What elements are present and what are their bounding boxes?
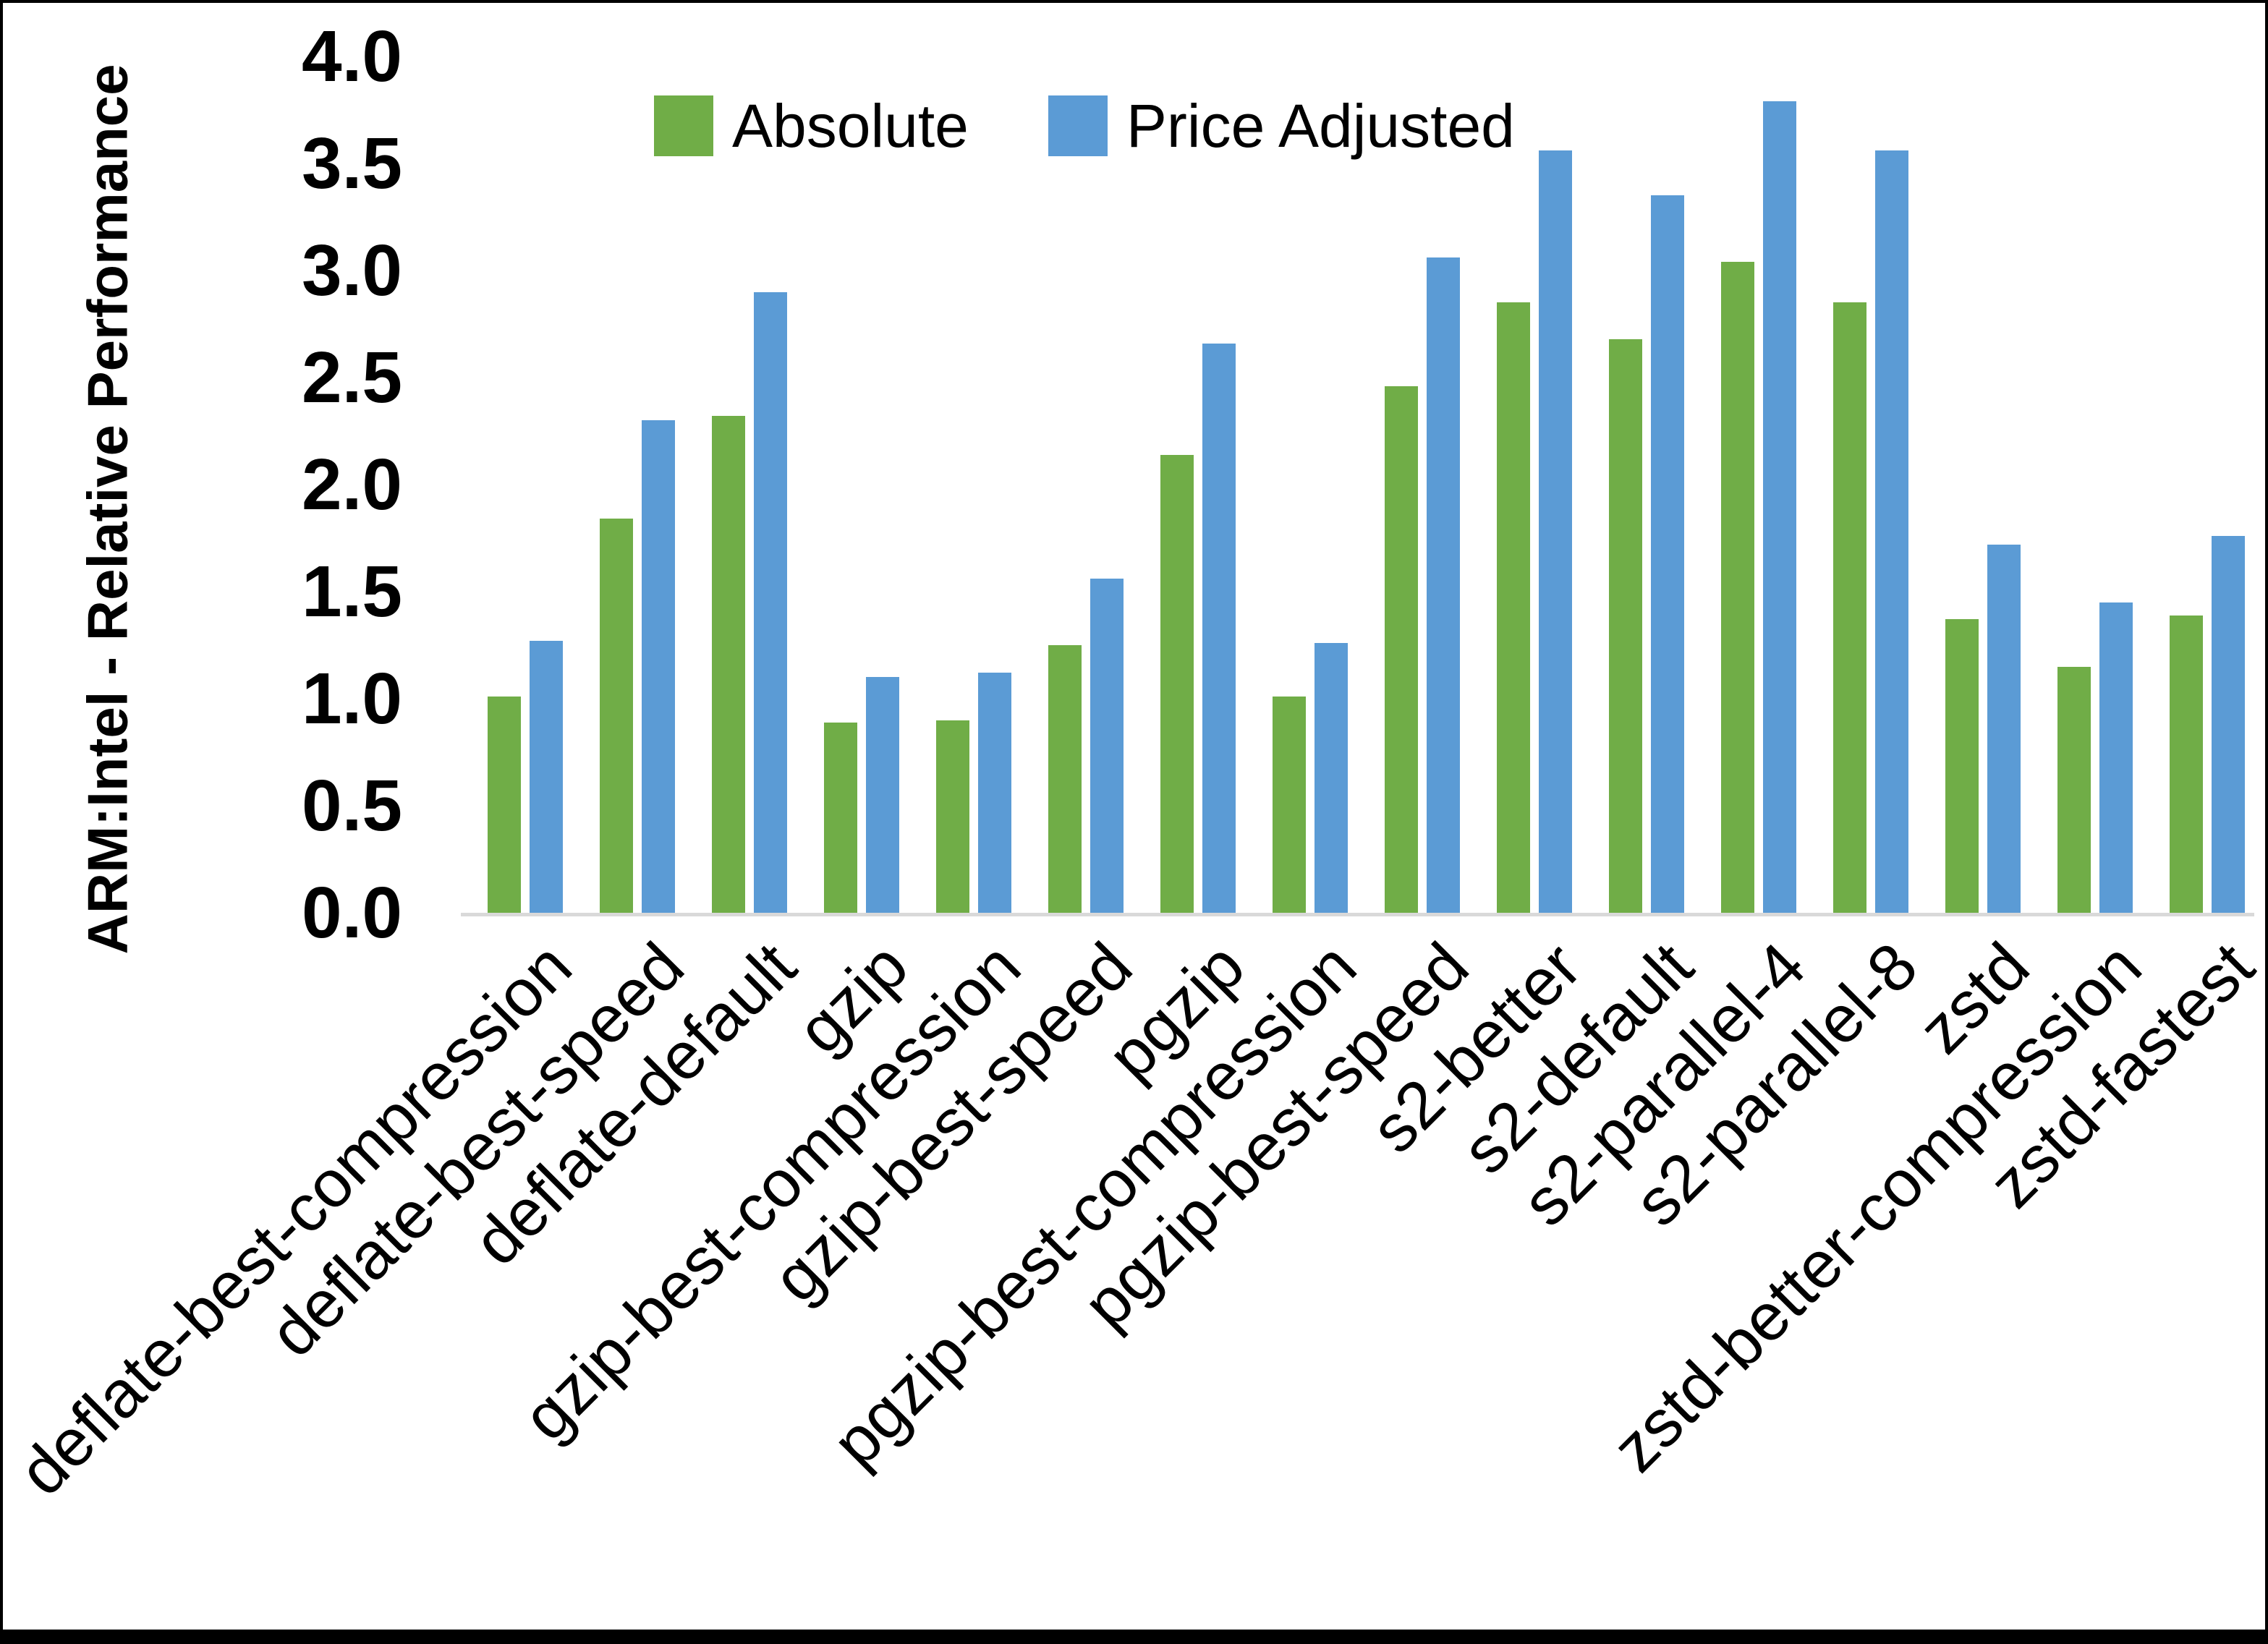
y-tick-label: 2.0 xyxy=(301,444,402,525)
y-tick-label: 1.0 xyxy=(301,658,402,739)
bar-price-adjusted xyxy=(642,420,675,913)
bar-absolute xyxy=(1945,619,1979,913)
bar-price-adjusted xyxy=(1763,101,1796,913)
legend-item: Absolute xyxy=(654,95,969,156)
y-tick-label: 0.5 xyxy=(301,765,402,846)
bar-price-adjusted xyxy=(1539,150,1572,913)
bar-absolute xyxy=(600,519,633,913)
bar-price-adjusted xyxy=(978,673,1011,913)
bar-absolute xyxy=(712,416,745,913)
bar-absolute xyxy=(1609,338,1642,913)
bar-absolute xyxy=(1273,697,1306,913)
legend: Absolute Price Adjusted xyxy=(654,95,1515,156)
bar-price-adjusted xyxy=(754,291,787,913)
y-tick-label: 0.0 xyxy=(301,872,402,953)
legend-label: Price Adjusted xyxy=(1126,92,1515,160)
y-tick-label: 2.5 xyxy=(301,337,402,418)
bottom-border-bar xyxy=(3,1630,2265,1644)
legend-label: Absolute xyxy=(732,92,969,160)
bar-price-adjusted xyxy=(1202,343,1236,913)
bar-price-adjusted xyxy=(1651,195,1684,913)
bar-absolute xyxy=(936,720,969,913)
plot-area xyxy=(461,56,2254,916)
bar-price-adjusted xyxy=(1875,150,1908,913)
bar-price-adjusted xyxy=(1314,643,1348,913)
bar-price-adjusted xyxy=(2212,536,2245,913)
bar-price-adjusted xyxy=(1090,579,1124,913)
bar-price-adjusted xyxy=(530,641,563,913)
bar-absolute xyxy=(1048,645,1082,913)
legend-swatch-icon xyxy=(1048,95,1108,156)
bar-absolute xyxy=(2057,666,2091,913)
y-tick-label: 1.5 xyxy=(301,551,402,632)
bar-price-adjusted xyxy=(866,677,899,913)
y-tick-label: 3.5 xyxy=(301,123,402,204)
bar-absolute xyxy=(1160,454,1194,913)
bar-absolute xyxy=(1385,386,1418,913)
bar-price-adjusted xyxy=(1987,544,2021,913)
y-tick-label: 3.0 xyxy=(301,230,402,311)
bar-absolute xyxy=(824,722,857,913)
bar-price-adjusted xyxy=(2099,602,2133,913)
y-axis-title: ARM:Intel - Relative Performance xyxy=(75,64,140,955)
bar-absolute xyxy=(1721,262,1754,913)
bar-absolute xyxy=(488,697,521,913)
bar-absolute xyxy=(1497,302,1530,913)
y-tick-label: 4.0 xyxy=(301,16,402,97)
bar-absolute xyxy=(2170,615,2203,913)
legend-item: Price Adjusted xyxy=(1048,95,1515,156)
bar-price-adjusted xyxy=(1427,257,1460,913)
legend-swatch-icon xyxy=(654,95,713,156)
bar-absolute xyxy=(1833,302,1866,913)
